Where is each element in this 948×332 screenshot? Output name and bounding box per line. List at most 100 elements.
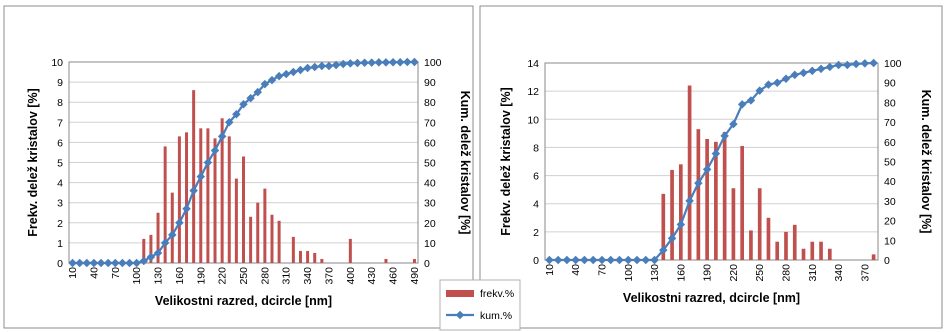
c2-freq-bar [661,193,666,260]
c2-y-tick-label: 2 [533,227,539,239]
c1-cum-point [210,146,220,155]
c1-cum-point [274,71,284,81]
c2-cum-point [615,255,624,265]
c2-freq-bar [775,241,780,260]
c1-y2-tick-label: 70 [424,117,436,129]
c1-y-tick-label: 9 [57,77,63,89]
c1-x-tick-label: 10 [67,267,79,279]
c1-y-tick-label: 0 [57,258,63,270]
c2-cum-point [659,245,668,255]
c2-cum-point [588,255,598,265]
c1-x-tick-label: 160 [174,267,186,285]
c1-cum-point [160,238,170,248]
c2-cum-point [632,255,642,265]
c1-freq-bar [306,250,310,263]
c1-x-axis-title: Velikostni razred, dcircle [nm] [155,294,332,308]
c2-freq-bar [819,241,823,260]
c1-freq-bar [412,258,416,263]
c2-x-tick-label: 100 [623,264,635,282]
c1-y-tick-label: 4 [57,178,63,190]
c1-cum-point [395,57,405,67]
c2-x-tick-label: 220 [728,264,740,282]
legend-freq-swatch [446,290,474,297]
c1-freq-bar [142,238,146,263]
c1-x-tick-label: 130 [153,267,165,285]
legend-box [439,279,521,331]
c1-y-tick-label: 7 [57,117,63,129]
c1-cum-point [168,230,177,240]
panel-frame-left [3,5,474,329]
c2-y2-tick-label: 100 [884,58,902,70]
c1-freq-bar [270,214,274,263]
c1-cum-point [139,256,149,266]
c2-freq-bar [749,230,753,260]
c2-x-tick-label: 310 [807,264,819,282]
c1-freq-bar [277,220,281,263]
c2-cum-point [755,86,764,95]
c2-y2-tick-label: 90 [884,78,896,90]
c2-cum-point [737,100,747,109]
c1-y-axis-title: Frekv. delež kristalov [%] [26,88,40,236]
c1-freq-bar [320,258,324,263]
c2-cum-point [799,68,808,78]
c2-x-axis-title: Velikostni razred, dcircle [nm] [623,291,800,305]
legend-cum-marker [455,310,465,320]
c2-y2-tick-label: 70 [884,117,896,129]
c1-freq-bar [242,156,245,263]
c1-freq-bar [206,128,210,263]
c2-x-tick-label: 190 [702,264,714,282]
c2-freq-bar [705,138,709,260]
c1-y-tick-label: 3 [57,198,63,210]
c2-plot-area [544,62,879,261]
c2-y-tick-label: 12 [527,86,539,98]
c1-y2-tick-label: 0 [424,258,430,270]
c1-x-tick-label: 340 [302,267,314,285]
c2-y-axis-title: Frekv. delež kristalov [%] [499,87,513,235]
c1-y-tick-label: 5 [57,158,63,170]
c1-x-tick-label: 430 [366,267,378,285]
c1-cum-point [75,258,84,268]
legend-cum-label: kum.% [480,310,512,322]
c2-x-tick-label: 250 [754,264,766,282]
c1-cum-point [89,258,99,268]
c1-cum-point [182,204,191,213]
c2-freq-bar [871,254,876,260]
c2-cum-point [843,60,852,70]
c1-cum-point [103,258,113,268]
c2-freq-bar [731,188,736,260]
c2-y-tick-label: 4 [533,199,539,211]
c2-cum-point [571,255,580,265]
c2-freq-bar [810,241,815,260]
c1-cum-point [260,79,270,89]
c1-x-tick-label: 220 [217,267,229,285]
c1-cum-point [203,158,213,167]
c1-x-tick-label: 70 [110,267,122,279]
c1-x-tick-label: 250 [238,267,250,285]
c1-cum-point [246,93,255,103]
c2-y2-tick-label: 0 [884,255,890,267]
c2-cum-point [764,80,773,89]
c2-x-tick-label: 130 [649,264,661,282]
c1-y2-tick-label: 10 [424,238,436,250]
c2-cum-point [650,255,659,265]
c2-freq-bar [784,231,788,260]
c1-cum-point [317,61,327,71]
c2-freq-bar [722,131,727,260]
c1-y2-tick-label: 50 [424,158,436,170]
c1-freq-bar [156,212,160,263]
c2-y-tick-label: 0 [533,255,539,267]
c2-y2-tick-label: 30 [884,196,896,208]
c2-cum-point [702,165,712,174]
c2-x-tick-label: 40 [570,264,582,276]
c2-y2-tick-label: 60 [884,137,896,149]
c1-y2-tick-label: 90 [424,77,436,89]
c2-y2-tick-label: 50 [884,157,896,169]
c1-freq-bar [256,202,260,263]
c1-x-tick-label: 370 [323,267,335,285]
c1-cum-point [253,87,262,97]
c1-freq-bar [291,236,295,263]
c2-x-tick-label: 280 [780,264,792,282]
c1-freq-bar [163,146,167,263]
c1-freq-bar [234,178,238,263]
